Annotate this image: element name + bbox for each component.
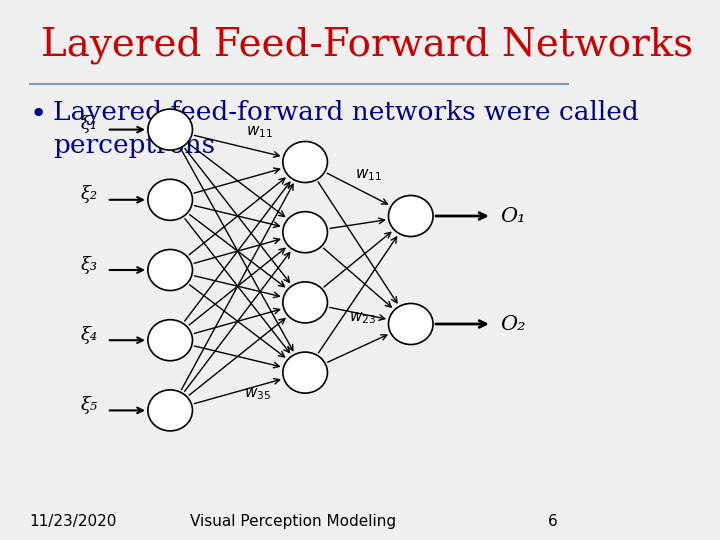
Text: 6: 6	[548, 514, 557, 529]
Text: Visual Perception Modeling: Visual Perception Modeling	[190, 514, 397, 529]
Circle shape	[389, 303, 433, 345]
Text: ξ₃: ξ₃	[81, 255, 98, 274]
Text: •: •	[30, 100, 47, 128]
Text: ξ₁: ξ₁	[81, 115, 98, 133]
Text: O₂: O₂	[500, 314, 526, 334]
Circle shape	[148, 390, 192, 431]
Text: $w_{11}$: $w_{11}$	[355, 167, 382, 184]
Text: ξ₄: ξ₄	[81, 326, 98, 344]
Text: ξ₅: ξ₅	[81, 396, 98, 414]
Circle shape	[148, 320, 192, 361]
Circle shape	[148, 109, 192, 150]
Text: 11/23/2020: 11/23/2020	[30, 514, 117, 529]
Circle shape	[283, 141, 328, 183]
Text: Layered Feed-Forward Networks: Layered Feed-Forward Networks	[41, 27, 693, 64]
Circle shape	[283, 352, 328, 393]
Circle shape	[283, 282, 328, 323]
Circle shape	[148, 179, 192, 220]
Text: $w_{23}$: $w_{23}$	[349, 310, 377, 327]
Text: $w_{35}$: $w_{35}$	[243, 386, 271, 402]
Circle shape	[389, 195, 433, 237]
Text: O₁: O₁	[500, 206, 526, 226]
Text: ξ₂: ξ₂	[81, 185, 98, 204]
Circle shape	[283, 212, 328, 253]
Text: Layered feed-forward networks were called
perceptrons: Layered feed-forward networks were calle…	[53, 100, 639, 158]
Text: $w_{11}$: $w_{11}$	[246, 124, 274, 140]
Circle shape	[148, 249, 192, 291]
